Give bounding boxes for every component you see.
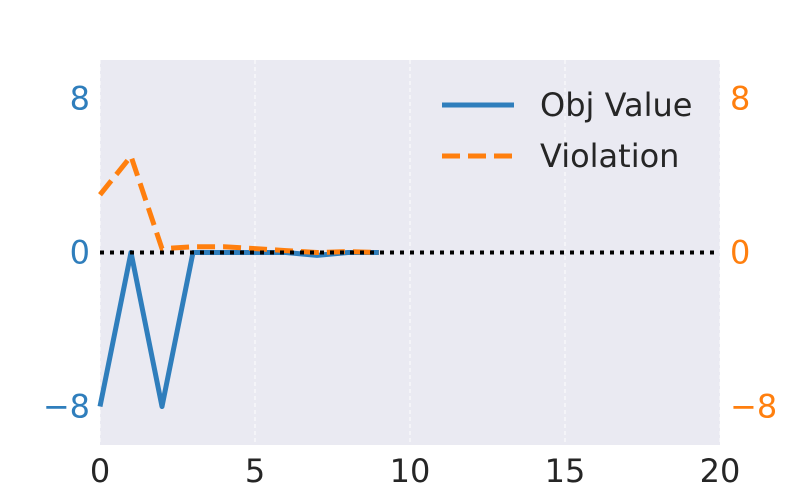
right-y-axis-ticks: −8 0 8	[730, 80, 777, 426]
legend: Obj Value Violation	[442, 86, 692, 175]
left-y-tick-label: 0	[70, 234, 90, 272]
x-tick-label: 5	[245, 452, 265, 490]
x-tick-label: 15	[545, 452, 586, 490]
x-tick-label: 20	[700, 452, 741, 490]
right-y-tick-label: 8	[730, 80, 750, 118]
right-y-tick-label: −8	[730, 388, 777, 426]
left-y-axis-ticks: −8 0 8	[43, 80, 90, 426]
legend-label: Violation	[540, 137, 679, 175]
left-y-tick-label: 8	[70, 80, 90, 118]
legend-label: Obj Value	[540, 86, 692, 124]
right-y-tick-label: 0	[730, 234, 750, 272]
x-tick-label: 0	[90, 452, 110, 490]
x-tick-label: 10	[390, 452, 431, 490]
left-y-tick-label: −8	[43, 388, 90, 426]
x-axis-ticks: 0 5 10 15 20	[90, 452, 741, 490]
